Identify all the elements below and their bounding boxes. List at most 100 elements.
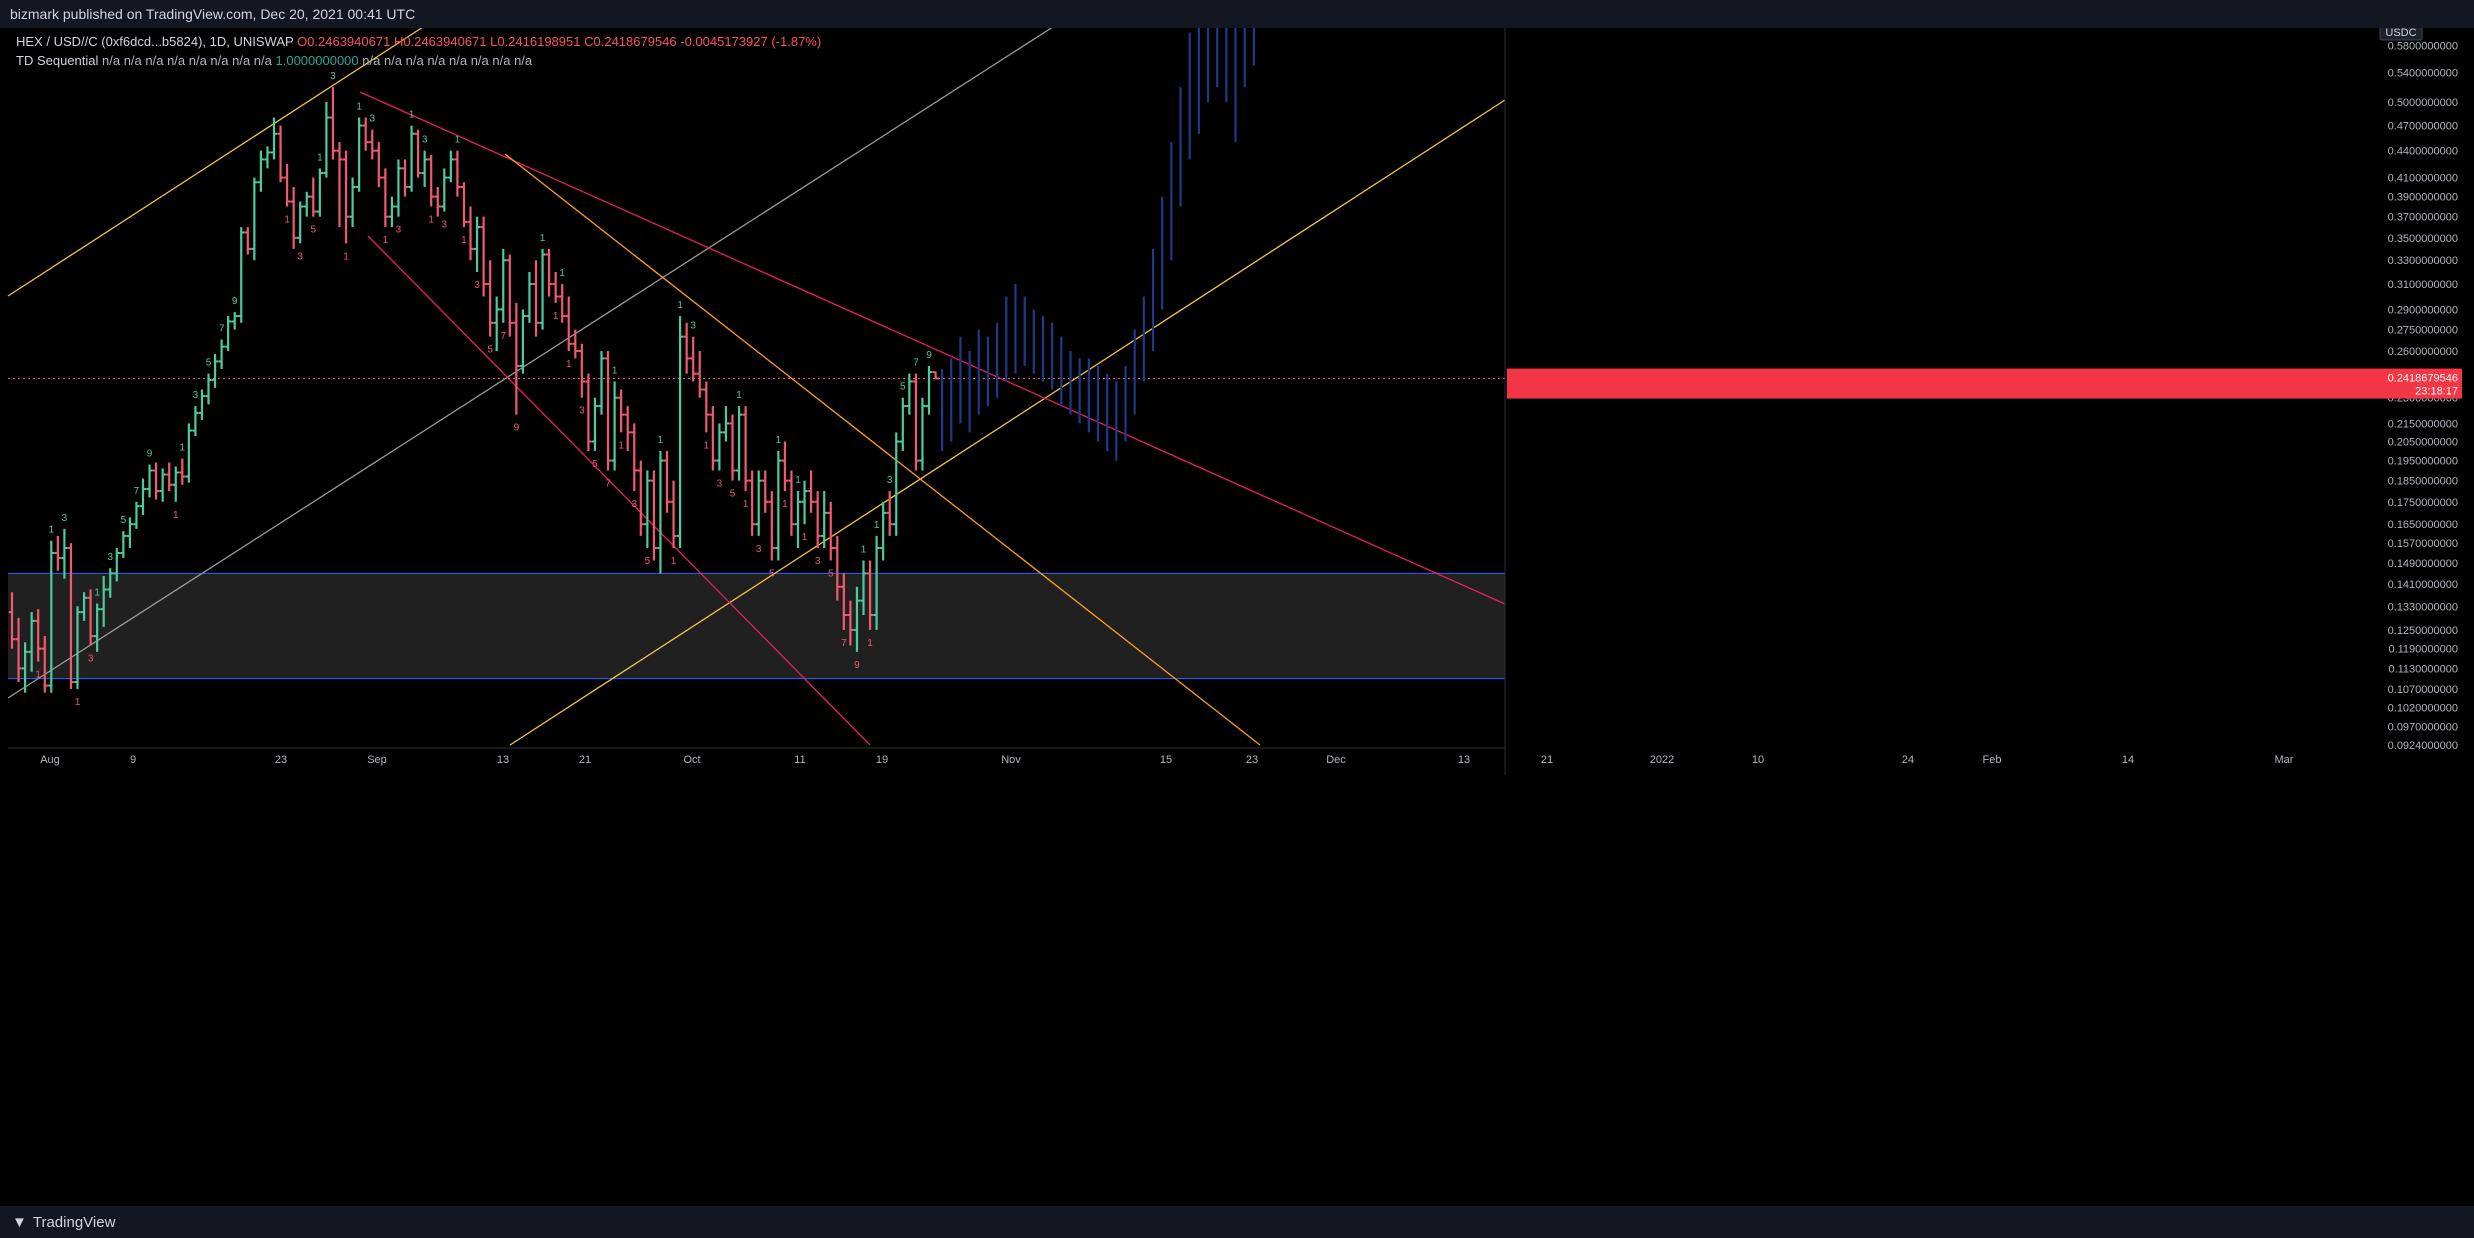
td-count-up: 5 xyxy=(206,358,212,369)
candle xyxy=(650,470,658,561)
td-count-up: 1 xyxy=(455,135,461,146)
descending-channel-line xyxy=(367,235,871,746)
candle xyxy=(375,142,382,187)
td-count-down: 3 xyxy=(297,251,303,262)
candle xyxy=(15,617,22,683)
td-count-up: 1 xyxy=(874,520,880,531)
candle xyxy=(729,414,736,481)
price-tick-label: 0.2150000000 xyxy=(2388,418,2458,430)
candle xyxy=(893,432,900,536)
candle xyxy=(703,381,710,433)
td-count-down: 9 xyxy=(854,660,860,671)
candle xyxy=(473,216,481,272)
candle xyxy=(251,177,258,261)
rising-support-line xyxy=(509,99,1506,746)
td-count-up: 3 xyxy=(369,114,375,125)
price-tick-label: 0.1190000000 xyxy=(2388,644,2458,656)
td-count-down: 3 xyxy=(815,556,821,567)
candle xyxy=(834,535,841,601)
td-count-down: 1 xyxy=(35,670,41,681)
candle xyxy=(231,312,238,330)
td-count-down: 1 xyxy=(618,440,624,451)
candle xyxy=(532,260,540,337)
candle xyxy=(113,548,120,582)
candle xyxy=(670,480,677,549)
td-count-down: 5 xyxy=(645,556,651,567)
td-count-down: 1 xyxy=(553,311,559,322)
td-count-down: 1 xyxy=(383,235,389,246)
candle xyxy=(801,480,808,525)
time-tick-label: 13 xyxy=(1458,754,1470,766)
candle xyxy=(460,182,468,228)
candles xyxy=(8,87,939,693)
price-tick-label: 0.2050000000 xyxy=(2388,437,2458,449)
time-tick-label: 15 xyxy=(1160,754,1172,766)
td-count-up: 9 xyxy=(147,449,153,460)
candle xyxy=(224,316,232,352)
price-tick-label: 0.3700000000 xyxy=(2388,212,2458,224)
td-count-down: 1 xyxy=(461,235,467,246)
candle xyxy=(107,568,114,598)
tradingview-brand[interactable]: ▼ TradingView xyxy=(12,1214,115,1231)
time-tick-label: 24 xyxy=(1902,754,1914,766)
td-count-down: 1 xyxy=(343,251,349,262)
candle xyxy=(283,163,291,207)
td-count-up: 3 xyxy=(690,321,696,332)
candle xyxy=(925,365,933,415)
time-tick-label: Oct xyxy=(683,754,700,766)
candle xyxy=(205,373,212,405)
candle xyxy=(152,462,160,500)
td-count-down: 1 xyxy=(782,499,788,510)
td-count-down: 7 xyxy=(605,478,611,489)
time-tick-label: 10 xyxy=(1752,754,1764,766)
td-count-up: 1 xyxy=(409,110,415,121)
candle xyxy=(238,227,245,323)
symbol-label[interactable]: HEX / USD//C (0xf6dcd...b5824), 1D, UNIS… xyxy=(16,34,294,49)
candle xyxy=(755,470,762,536)
price-tick-label: 0.1130000000 xyxy=(2388,663,2458,675)
td-count-down: 3 xyxy=(579,406,585,417)
candle xyxy=(270,117,278,160)
price-tick-label: 0.0924000000 xyxy=(2388,740,2458,752)
candle xyxy=(552,271,559,303)
td-count-up: 7 xyxy=(913,358,919,369)
candle xyxy=(493,296,500,352)
candle xyxy=(545,248,553,297)
td-count-down: 1 xyxy=(284,215,290,226)
candle xyxy=(814,491,821,549)
candle xyxy=(211,353,219,388)
td-count-down: 1 xyxy=(566,359,572,370)
candle xyxy=(906,373,913,415)
td-count-up: 5 xyxy=(121,515,127,526)
indicator-name[interactable]: TD Sequential xyxy=(16,53,99,68)
gray-trendline xyxy=(7,15,1071,699)
td-count-up: 3 xyxy=(62,513,68,524)
time-tick-label: Feb xyxy=(1983,754,2002,766)
time-axis[interactable]: Aug 9 23 Sep 13 21 Oct 11 19 Nov 15 23 Dec 13 21 2022 10… xyxy=(8,747,2294,766)
candle xyxy=(860,560,867,615)
published-info: bizmark published on TradingView.com, De… xyxy=(10,6,416,22)
price-tick-label: 0.1410000000 xyxy=(2388,579,2458,591)
price-axis[interactable]: 0.62000000000.58000000000.54000000000.50… xyxy=(1504,14,2474,775)
tradingview-logo-icon: ▼ xyxy=(12,1214,27,1231)
low-value: L0.2416198951 xyxy=(490,34,581,49)
ohlc-legend-row: HEX / USD//C (0xf6dcd...b5824), 1D, UNIS… xyxy=(16,32,821,51)
indicator-values-a: n/a n/a n/a n/a n/a n/a n/a n/a xyxy=(102,53,272,68)
td-count-down: 5 xyxy=(730,489,736,500)
candle xyxy=(794,491,802,549)
td-count-up: 5 xyxy=(900,382,906,393)
candle xyxy=(748,470,756,536)
candle xyxy=(120,531,127,558)
candle xyxy=(133,501,140,529)
candle xyxy=(185,423,193,483)
price-tick-label: 0.0970000000 xyxy=(2388,721,2458,733)
support-zone-fill xyxy=(8,573,1505,679)
candle xyxy=(853,586,861,652)
candle xyxy=(696,351,703,398)
td-count-down: 7 xyxy=(500,331,506,342)
candle xyxy=(762,470,769,513)
descending-resistance-line xyxy=(359,91,1506,605)
candle xyxy=(847,600,854,646)
candle xyxy=(395,159,402,217)
